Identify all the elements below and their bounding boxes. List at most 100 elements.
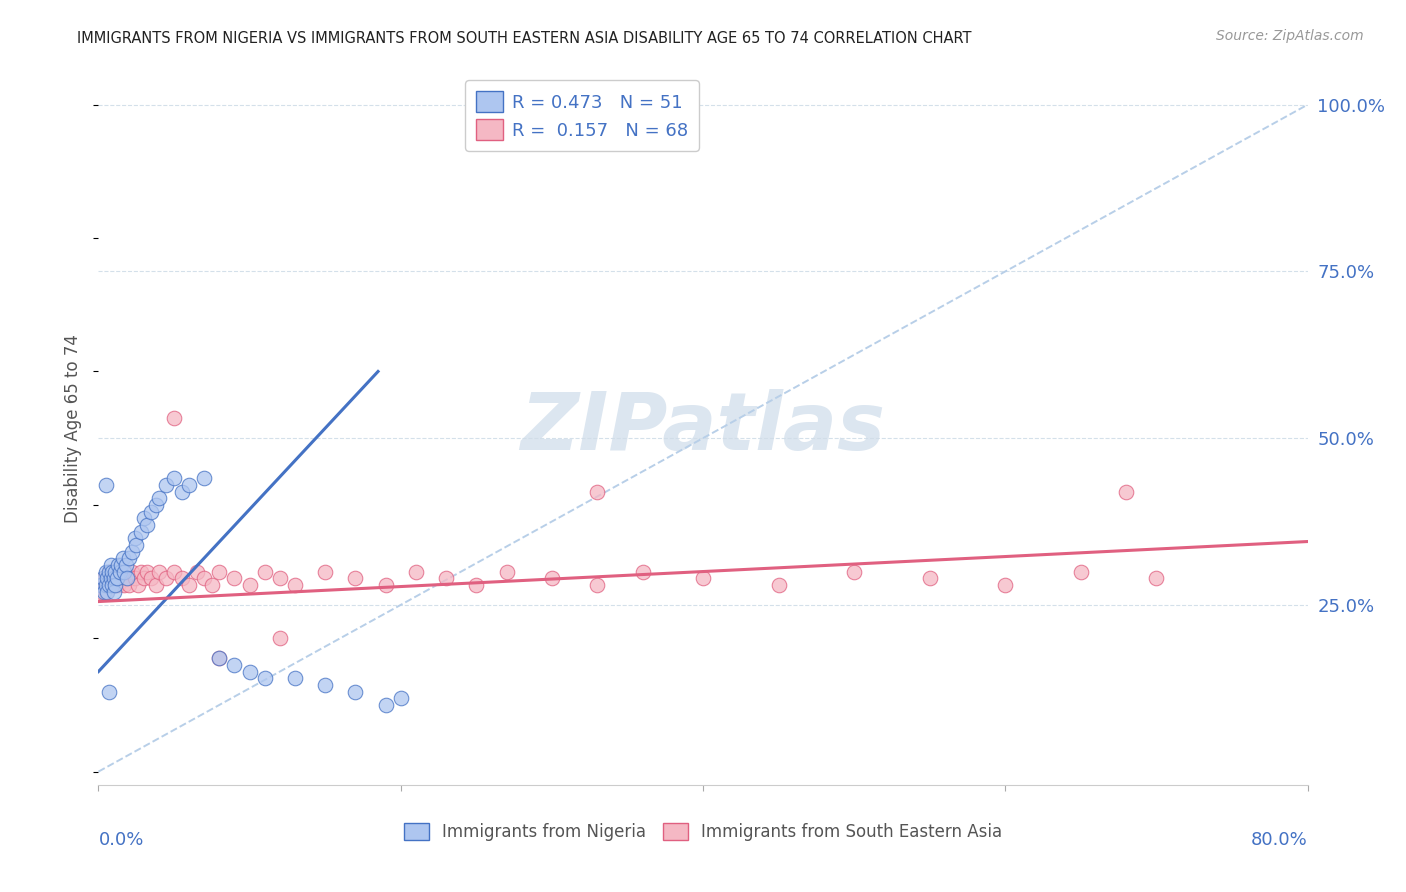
Point bbox=[110, 565, 132, 579]
Point bbox=[170, 484, 193, 499]
Point bbox=[224, 657, 246, 672]
Point bbox=[121, 544, 143, 558]
Point bbox=[104, 565, 127, 579]
Point bbox=[118, 578, 141, 592]
Point bbox=[107, 558, 129, 572]
Point bbox=[631, 565, 654, 579]
Point bbox=[148, 565, 170, 579]
Point bbox=[107, 578, 129, 592]
Point bbox=[465, 578, 488, 592]
Point bbox=[540, 571, 562, 585]
Point bbox=[132, 511, 155, 525]
Text: Source: ZipAtlas.com: Source: ZipAtlas.com bbox=[1216, 29, 1364, 43]
Legend: Immigrants from Nigeria, Immigrants from South Eastern Asia: Immigrants from Nigeria, Immigrants from… bbox=[404, 822, 1002, 841]
Point bbox=[124, 531, 146, 545]
Point bbox=[163, 471, 186, 485]
Point bbox=[145, 498, 167, 512]
Point bbox=[103, 565, 125, 579]
Point bbox=[405, 565, 427, 579]
Point bbox=[1115, 484, 1137, 499]
Point bbox=[100, 565, 122, 579]
Point bbox=[101, 571, 124, 585]
Point bbox=[112, 565, 135, 579]
Point bbox=[94, 578, 117, 592]
Point bbox=[186, 565, 208, 579]
Point bbox=[91, 571, 114, 585]
Point bbox=[90, 578, 112, 592]
Point bbox=[284, 578, 307, 592]
Point bbox=[96, 584, 118, 599]
Point bbox=[94, 584, 117, 599]
Point bbox=[129, 565, 152, 579]
Point bbox=[163, 411, 186, 425]
Point bbox=[148, 491, 170, 506]
Point bbox=[284, 671, 307, 685]
Point bbox=[124, 571, 146, 585]
Point bbox=[170, 571, 193, 585]
Point bbox=[193, 471, 215, 485]
Point bbox=[127, 578, 149, 592]
Point bbox=[1070, 565, 1092, 579]
Point bbox=[239, 578, 262, 592]
Point bbox=[344, 571, 367, 585]
Point bbox=[208, 565, 231, 579]
Point bbox=[145, 578, 167, 592]
Point bbox=[111, 571, 134, 585]
Point bbox=[101, 565, 124, 579]
Point bbox=[434, 571, 457, 585]
Point bbox=[344, 684, 367, 698]
Point bbox=[692, 571, 714, 585]
Point bbox=[374, 698, 396, 712]
Point bbox=[94, 578, 117, 592]
Point bbox=[114, 565, 136, 579]
Point bbox=[495, 565, 517, 579]
Point bbox=[103, 571, 125, 585]
Point bbox=[115, 571, 138, 585]
Point bbox=[96, 571, 118, 585]
Point bbox=[269, 571, 291, 585]
Point bbox=[98, 565, 121, 579]
Point bbox=[108, 565, 131, 579]
Point bbox=[155, 478, 177, 492]
Point bbox=[93, 571, 115, 585]
Point bbox=[374, 578, 396, 592]
Point bbox=[125, 538, 148, 552]
Point bbox=[253, 565, 276, 579]
Point bbox=[253, 671, 276, 685]
Point bbox=[115, 571, 138, 585]
Point bbox=[1144, 571, 1167, 585]
Point bbox=[101, 578, 124, 592]
Point bbox=[918, 571, 941, 585]
Point bbox=[135, 565, 157, 579]
Point bbox=[96, 571, 118, 585]
Point bbox=[179, 578, 201, 592]
Point bbox=[389, 691, 412, 706]
Point bbox=[141, 504, 163, 518]
Y-axis label: Disability Age 65 to 74: Disability Age 65 to 74 bbox=[65, 334, 83, 523]
Point bbox=[105, 565, 128, 579]
Point bbox=[114, 558, 136, 572]
Point bbox=[105, 571, 128, 585]
Text: 80.0%: 80.0% bbox=[1251, 831, 1308, 849]
Point bbox=[193, 571, 215, 585]
Point bbox=[93, 584, 115, 599]
Point bbox=[314, 678, 336, 692]
Point bbox=[208, 651, 231, 665]
Point bbox=[98, 684, 121, 698]
Point bbox=[201, 578, 224, 592]
Point bbox=[91, 578, 114, 592]
Point bbox=[208, 651, 231, 665]
Point bbox=[98, 565, 121, 579]
Point bbox=[269, 632, 291, 646]
Point bbox=[110, 558, 132, 572]
Point bbox=[111, 551, 134, 566]
Point bbox=[768, 578, 790, 592]
Point bbox=[103, 578, 125, 592]
Point bbox=[179, 478, 201, 492]
Point bbox=[94, 565, 117, 579]
Point bbox=[112, 578, 135, 592]
Point bbox=[155, 571, 177, 585]
Text: 0.0%: 0.0% bbox=[98, 831, 143, 849]
Point bbox=[98, 578, 121, 592]
Point bbox=[129, 524, 152, 539]
